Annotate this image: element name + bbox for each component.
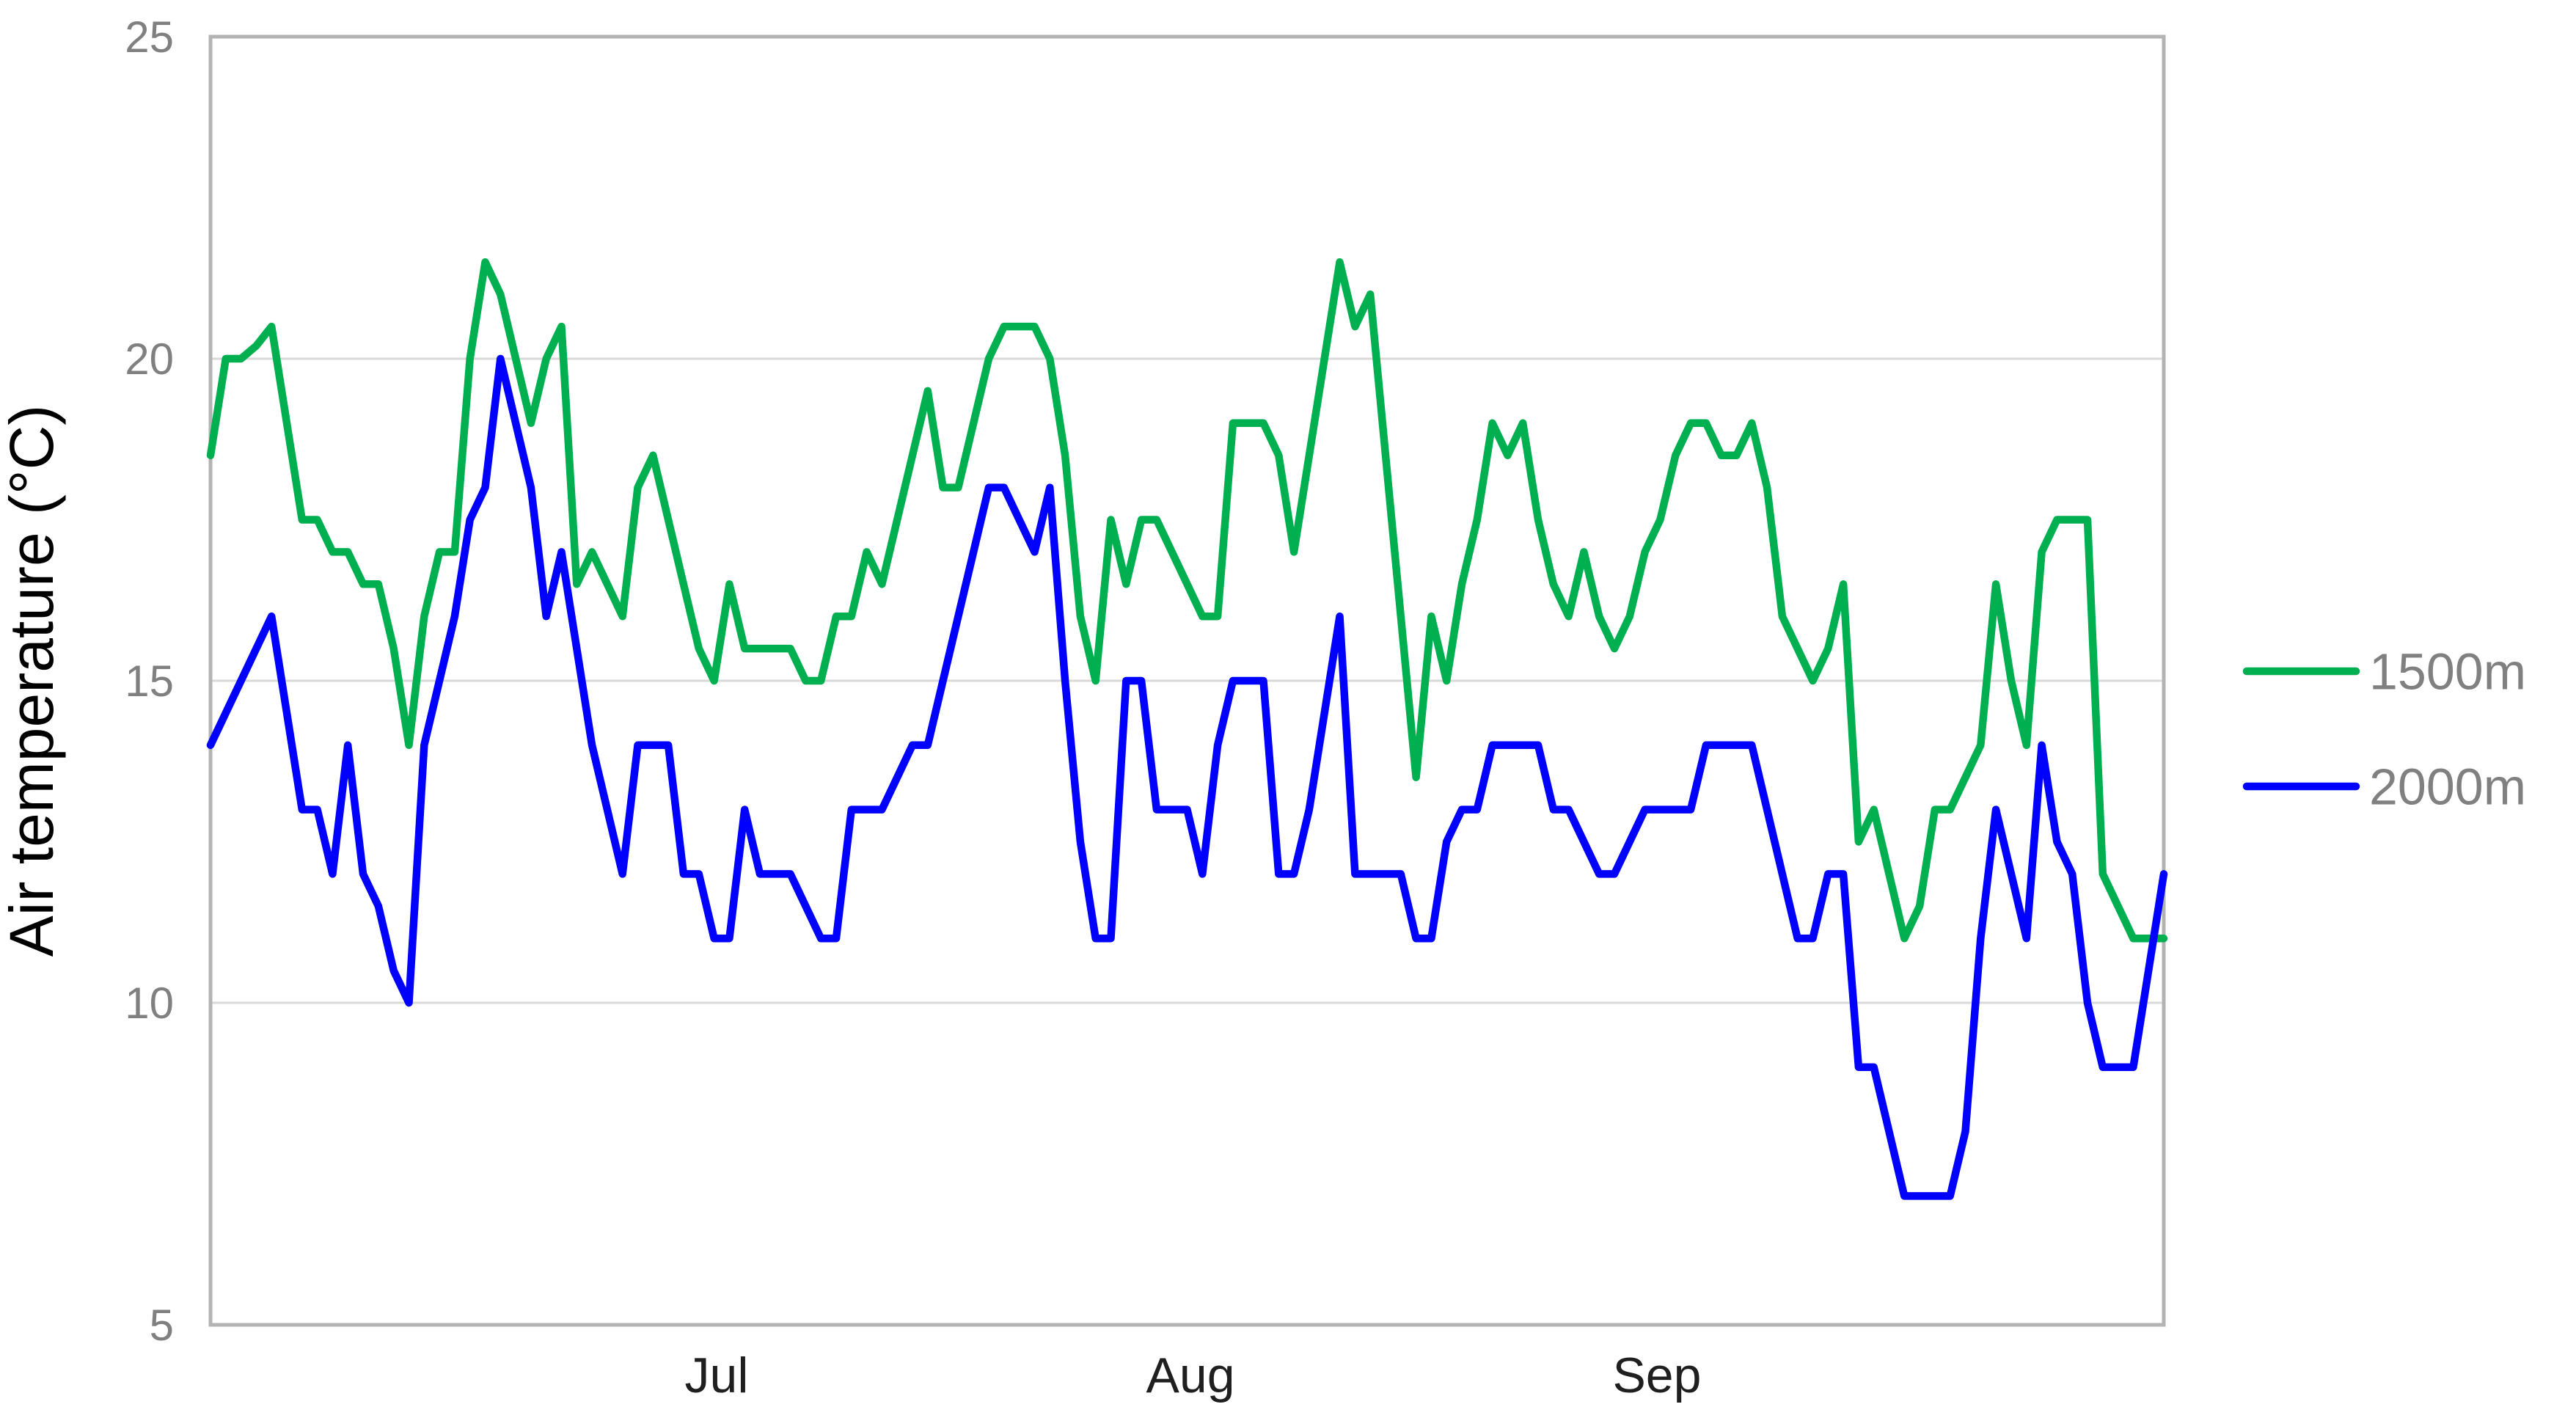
gridlines-layer <box>211 357 2164 1004</box>
legend-label-1500m: 1500m <box>2369 643 2526 701</box>
plot-border-layer <box>208 34 2166 1327</box>
legend-label-2000m: 2000m <box>2369 759 2526 816</box>
y-axis-title: Air temperature (°C) <box>0 405 66 957</box>
axis-labels-layer: 5 10 15 20 25 Jul Aug Sep Air temperature (°C) <box>0 12 1701 1403</box>
plot-border <box>208 34 2166 1327</box>
y-tick-label-20: 20 <box>125 335 174 384</box>
y-tick-label-5: 5 <box>150 1301 174 1350</box>
series-line-1500m <box>206 258 2168 943</box>
y-tick-label-15: 15 <box>125 657 174 706</box>
y-tick-label-25: 25 <box>125 12 174 62</box>
series-line-2000m <box>206 354 2168 1200</box>
series-layer <box>206 258 2168 1200</box>
x-tick-label-aug: Aug <box>1146 1348 1235 1403</box>
x-tick-label-jul: Jul <box>685 1348 749 1403</box>
x-tick-label-sep: Sep <box>1612 1348 1701 1403</box>
legend-layer: 1500m 2000m <box>2242 643 2526 816</box>
y-tick-label-10: 10 <box>125 979 174 1028</box>
